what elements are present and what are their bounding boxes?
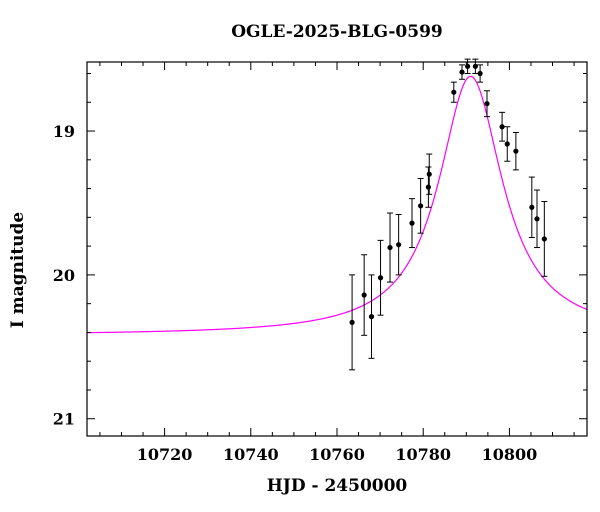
data-marker <box>465 63 471 69</box>
x-axis-label: HJD - 2450000 <box>266 476 408 496</box>
data-point <box>541 201 548 277</box>
data-marker <box>499 124 505 130</box>
data-marker <box>368 314 375 320</box>
data-marker <box>396 242 402 248</box>
data-point <box>464 58 471 75</box>
x-tick-label: 10800 <box>482 445 538 464</box>
data-marker <box>513 148 519 154</box>
data-marker <box>361 292 367 298</box>
data-marker <box>504 141 510 147</box>
data-marker <box>534 216 540 222</box>
data-point <box>499 111 506 142</box>
data-point <box>377 239 384 316</box>
data-point <box>349 274 356 371</box>
plot-frame <box>86 61 588 437</box>
data-marker <box>418 203 424 209</box>
data-point <box>387 212 394 283</box>
data-point <box>395 213 402 276</box>
data-marker <box>477 70 483 77</box>
data-point <box>534 189 540 249</box>
model-curve <box>86 75 588 334</box>
data-point <box>417 178 424 234</box>
data-point <box>459 64 465 80</box>
y-tick-label: 19 <box>53 122 75 141</box>
x-tick-label: 10780 <box>395 445 451 464</box>
data-point <box>426 153 433 195</box>
data-point <box>528 176 535 238</box>
x-tick-label: 10740 <box>223 445 279 464</box>
data-point <box>409 198 415 249</box>
data-point <box>477 64 484 83</box>
data-marker <box>426 171 432 177</box>
data-point <box>504 126 511 162</box>
data-point <box>512 131 519 171</box>
data-point <box>450 81 457 103</box>
chart-title: OGLE-2025-BLG-0599 <box>231 22 443 42</box>
x-tick-label: 10760 <box>309 445 365 464</box>
data-marker <box>451 89 457 95</box>
data-marker <box>387 244 393 251</box>
data-marker <box>484 101 490 107</box>
y-tick-label: 20 <box>53 266 75 285</box>
data-point <box>368 274 375 359</box>
data-marker <box>459 69 465 75</box>
data-marker <box>377 275 384 281</box>
x-tick-label: 10720 <box>137 445 193 464</box>
data-point <box>472 58 479 75</box>
data-marker <box>472 63 478 69</box>
data-marker <box>541 236 547 242</box>
data-marker <box>425 184 431 190</box>
data-point <box>484 90 490 118</box>
data-marker <box>409 220 415 226</box>
data-marker <box>529 204 535 210</box>
y-tick-label: 21 <box>53 410 75 429</box>
data-marker <box>349 319 355 325</box>
data-point <box>361 254 368 336</box>
